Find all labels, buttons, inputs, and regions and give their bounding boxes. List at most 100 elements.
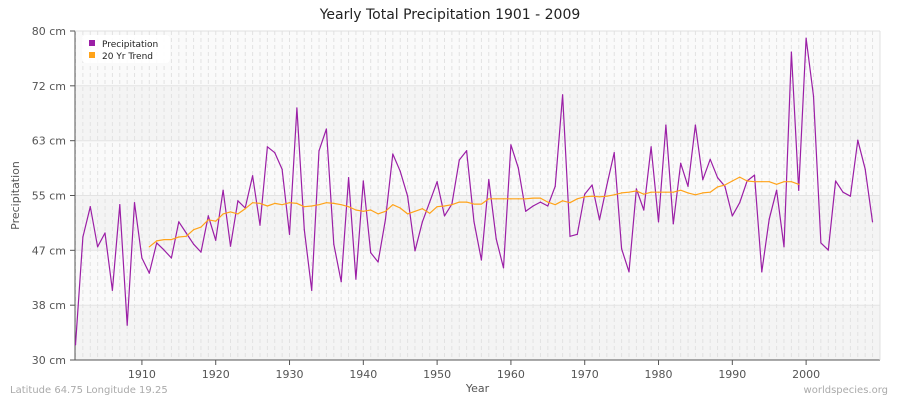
x-tick-label: 1930 [276, 368, 304, 381]
precipitation-point [421, 221, 423, 223]
precipitation-point [591, 184, 593, 186]
trend-point [790, 181, 792, 183]
x-tick-label: 1990 [718, 368, 746, 381]
precipitation-point [392, 153, 394, 155]
trend-point [156, 240, 158, 242]
precipitation-point [783, 246, 785, 248]
trend-point [598, 196, 601, 198]
precipitation-point [672, 223, 674, 225]
trend-point [237, 213, 239, 215]
precipitation-point [702, 179, 704, 181]
precipitation-point [576, 233, 578, 235]
precipitation-point [288, 233, 291, 235]
precipitation-point [82, 236, 84, 238]
trend-point [347, 206, 350, 208]
precipitation-point [148, 272, 150, 274]
trend-point [311, 205, 313, 207]
precipitation-point [89, 206, 91, 208]
plot-band [75, 140, 880, 196]
precipitation-point [569, 235, 571, 237]
trend-point [325, 202, 328, 204]
precipitation-point [761, 271, 763, 273]
trend-point [274, 202, 276, 204]
trend-point [355, 209, 357, 211]
trend-point [621, 192, 623, 194]
trend-point [215, 220, 217, 222]
trend-point [532, 197, 534, 199]
precipitation-point [532, 205, 534, 207]
trend-point [613, 194, 615, 196]
trend-point [665, 191, 667, 193]
precipitation-point [399, 170, 401, 172]
precipitation-point [170, 257, 173, 259]
trend-point [377, 213, 379, 215]
trend-point [384, 210, 387, 212]
trend-point [672, 191, 674, 193]
precipitation-point [502, 267, 505, 269]
trend-point [244, 208, 246, 210]
trend-point [303, 206, 305, 208]
precipitation-point [97, 246, 99, 248]
precipitation-point [414, 250, 416, 252]
trend-point [680, 189, 682, 191]
y-tick-label: 80 cm [32, 25, 66, 38]
precipitation-point [864, 168, 866, 170]
precipitation-point [753, 174, 756, 176]
trend-point [148, 246, 150, 248]
precipitation-point [222, 189, 224, 191]
precipitation-point [739, 202, 741, 204]
precipitation-point [510, 144, 512, 146]
trend-point [429, 212, 431, 214]
trend-point [392, 204, 394, 206]
trend-point [340, 204, 342, 206]
precipitation-point [259, 224, 261, 226]
trend-point [495, 198, 497, 200]
legend-swatch [89, 40, 95, 46]
trend-point [687, 192, 689, 194]
precipitation-point [613, 152, 615, 154]
trend-point [554, 204, 556, 206]
precipitation-point [525, 210, 527, 212]
trend-point [650, 191, 652, 193]
trend-point [163, 238, 165, 241]
precipitation-point [266, 146, 268, 148]
precipitation-point [635, 188, 637, 190]
precipitation-point [104, 232, 106, 234]
x-tick-label: 1960 [497, 368, 525, 381]
precipitation-point [407, 195, 409, 197]
trend-point [761, 181, 763, 183]
trend-point [436, 206, 438, 208]
precipitation-point [835, 180, 837, 182]
trend-point [716, 186, 719, 188]
precipitation-point [798, 189, 800, 191]
trend-point [709, 191, 711, 193]
precipitation-point [119, 204, 121, 206]
precipitation-point [303, 229, 305, 231]
precipitation-point [857, 139, 859, 141]
trend-point [539, 197, 542, 199]
trend-point [635, 190, 637, 192]
x-tick-label: 1970 [571, 368, 599, 381]
precipitation-point [480, 259, 482, 261]
precipitation-point [318, 150, 320, 152]
y-tick-label: 63 cm [32, 135, 66, 148]
precipitation-point [776, 189, 778, 191]
precipitation-point [333, 243, 335, 245]
trend-point [296, 202, 298, 204]
trend-point [606, 195, 608, 197]
precipitation-point [429, 201, 431, 203]
precipitation-point [296, 107, 298, 109]
trend-point [259, 202, 261, 204]
precipitation-point [849, 195, 852, 197]
precipitation-point [185, 232, 187, 234]
x-tick-label: 1980 [645, 368, 673, 381]
trend-point [643, 193, 645, 195]
precipitation-point [790, 51, 792, 53]
precipitation-point [643, 209, 645, 211]
precipitation-point [517, 167, 519, 169]
precipitation-point [384, 218, 387, 220]
trend-point [443, 205, 446, 207]
y-tick-label: 55 cm [32, 190, 66, 203]
y-axis-title: Precipitation [9, 161, 22, 230]
trend-point [421, 208, 423, 210]
